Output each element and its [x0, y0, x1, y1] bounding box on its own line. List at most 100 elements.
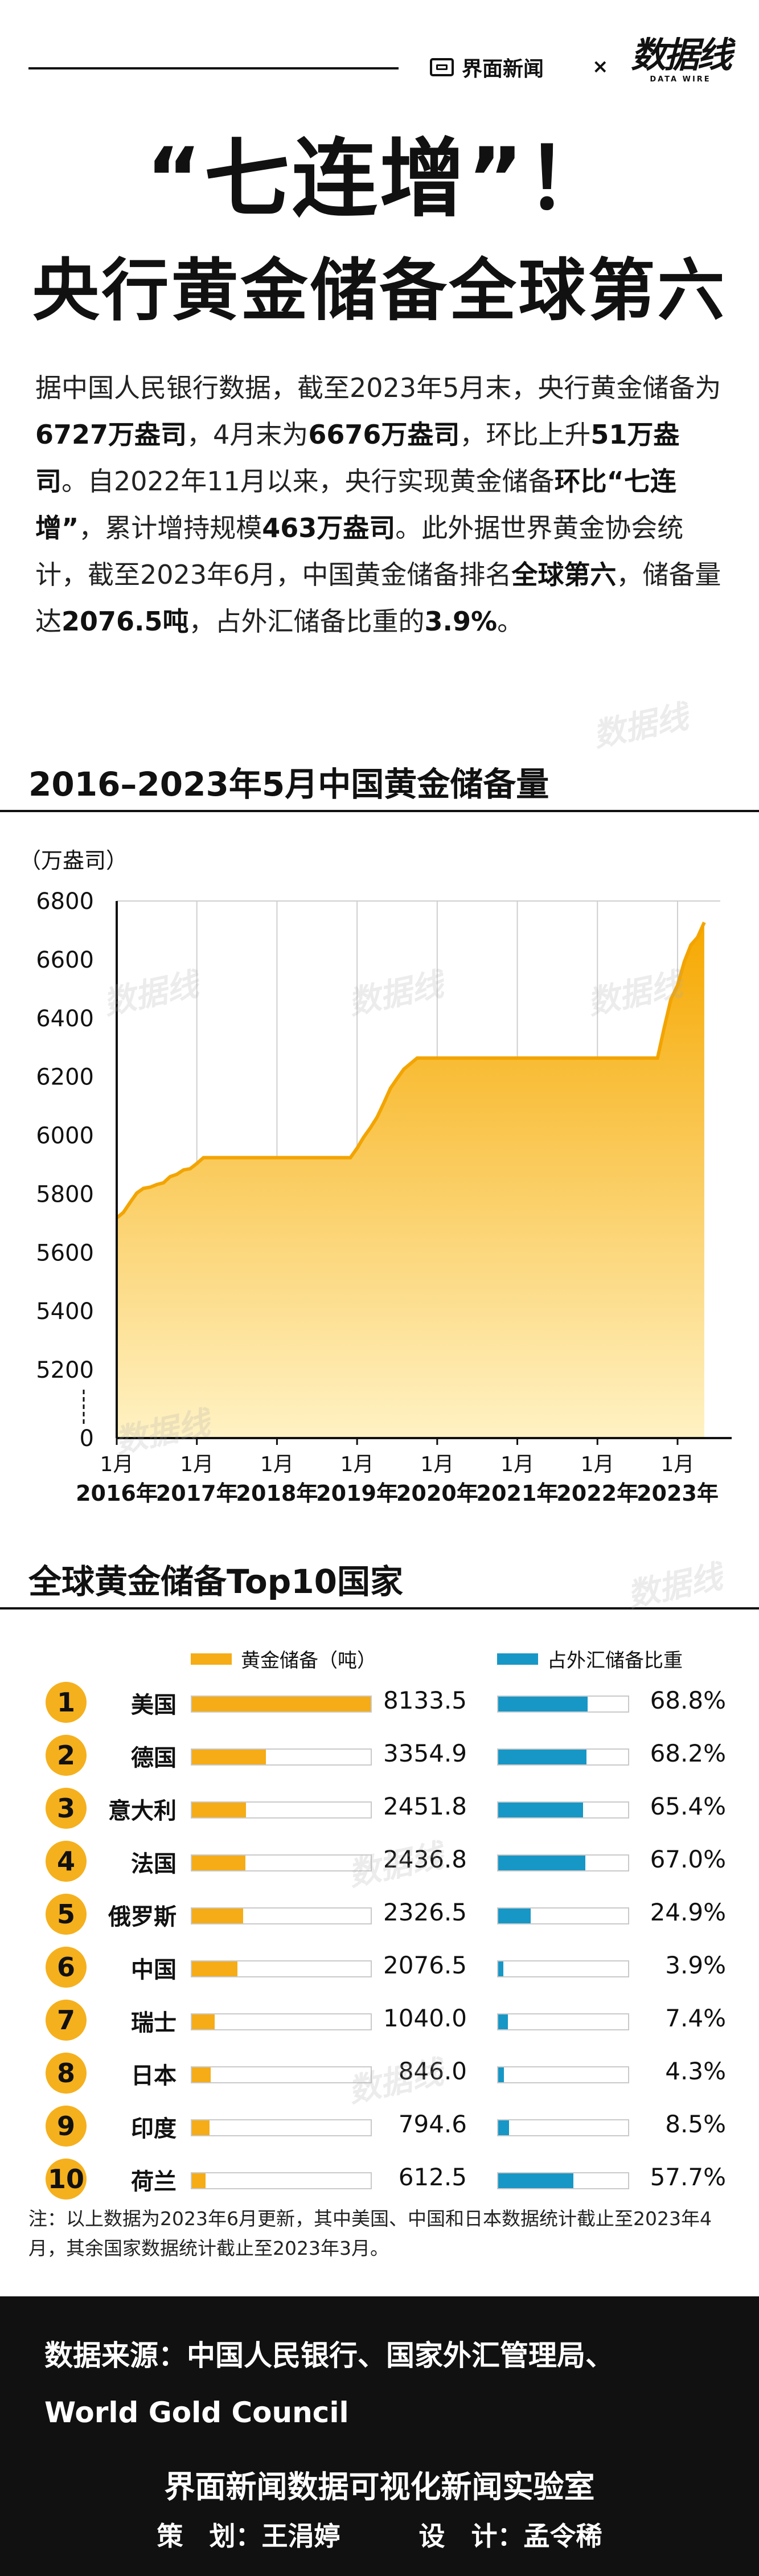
ratio-bar: [498, 1856, 585, 1870]
gold-bar: [192, 2120, 210, 2135]
ratio-bar: [498, 1750, 587, 1764]
intro-text: ，累计增持规模: [79, 513, 262, 543]
table-row: 3 意大利 2451.8 65.4%: [0, 1782, 759, 1836]
intro-highlight: 3.9%: [424, 606, 498, 637]
data-source-line: 数据来源：中国人民银行、国家外汇管理局、: [44, 2339, 614, 2372]
table-row: 6 中国 2076.5 3.9%: [0, 1941, 759, 1995]
y-tick-label: 5800: [36, 1181, 94, 1207]
table-row: 2 德国 3354.9 68.2%: [0, 1729, 759, 1783]
ratio-bar-track: [497, 1801, 629, 1819]
table-row: 1 美国 8133.5 68.8%: [0, 1676, 759, 1730]
brand-logo-en: DATA WIRE: [650, 75, 711, 84]
headline-line2: 央行黄金储备全球第六: [32, 251, 727, 330]
intro-text: ，占外汇储备比重的: [188, 606, 425, 637]
country-name: 印度: [131, 2116, 177, 2142]
ratio-value: 57.7%: [650, 2163, 726, 2191]
gold-bar: [192, 2067, 211, 2082]
y-tick-label: 6200: [36, 1064, 94, 1091]
rank-badge: 5: [46, 1894, 87, 1935]
chart-tick-labels: 6800 6600 6400 6200 6000 5800 5600 5400 5200 0 1月 2…: [36, 888, 719, 1506]
legend-ratio-label: 占外汇储备比重: [547, 1649, 683, 1672]
brand-logo-cn: 数据线: [630, 34, 732, 76]
table-row: 10 荷兰 612.5 57.7%: [0, 2153, 759, 2206]
ratio-bar: [498, 1961, 503, 1976]
legend-gold: 黄金储备（吨）: [191, 1645, 376, 1673]
ratio-value: 3.9%: [665, 1951, 726, 1979]
gold-value: 3354.9: [383, 1739, 467, 1767]
intro-highlight: 2076.5吨: [61, 606, 189, 637]
y-tick-label: 5200: [36, 1357, 94, 1383]
rank-badge: 9: [46, 2106, 87, 2147]
footnote: 注：以上数据为2023年6月更新，其中美国、中国和日本数据统计截止至2023年4…: [28, 2208, 712, 2259]
legend-ratio: 占外汇储备比重: [497, 1645, 683, 1673]
reserve-line: [116, 922, 706, 1219]
x-tick-month-label: 1月: [180, 1453, 214, 1476]
x-tick-month-label: 1月: [340, 1453, 374, 1476]
chart-y-unit-label: （万盎司）: [19, 848, 128, 873]
gold-bar: [192, 2014, 215, 2029]
x-tick-year-label: 2018年: [236, 1481, 318, 1506]
rank-badge: 3: [46, 1788, 87, 1829]
legend-ratio-swatch: [497, 1653, 538, 1665]
intro-highlight: 环比“七连增”: [35, 466, 676, 543]
y-tick-label: 0: [80, 1426, 94, 1452]
rank-badge: 8: [46, 2053, 87, 2094]
ratio-value: 67.0%: [650, 1845, 726, 1873]
x-tick-year-label: 2017年: [156, 1481, 238, 1506]
x-tick-year-label: 2022年: [556, 1481, 638, 1506]
country-name: 日本: [131, 2063, 177, 2089]
x-tick-month-label: 1月: [100, 1453, 134, 1476]
gold-value: 1040.0: [383, 2004, 467, 2032]
intro-text: ，4月末为: [187, 419, 309, 450]
chart-section-title: 2016–2023年5月中国黄金储备量: [28, 765, 549, 804]
country-name: 美国: [131, 1692, 177, 1718]
footer: 数据来源：中国人民银行、国家外汇管理局、 World Gold Council …: [0, 2296, 759, 2576]
x-tick-month-label: 1月: [260, 1453, 294, 1476]
y-tick-label: 5400: [36, 1299, 94, 1325]
gold-bar: [192, 1909, 243, 1923]
ratio-value: 4.3%: [665, 2057, 726, 2085]
rank-badge: 4: [46, 1841, 87, 1882]
intro-text: 。此外据世界黄金协会统计，截至2023年6月，中国黄金储备排名: [35, 513, 684, 590]
brand-logo: 数据线 DATA WIRE: [626, 35, 735, 84]
gold-bar-track: [191, 2119, 372, 2136]
intro-paragraph: 据中国人民银行数据，截至2023年5月末，央行黄金储备为 6727万盎司，4月末为…: [35, 365, 730, 645]
intro-text: 。: [497, 606, 524, 637]
gold-reserve-chart: 6800 6600 6400 6200 6000 5800 5600 5400 5200 0 1月 2…: [36, 888, 732, 1506]
data-source-line: World Gold Council: [44, 2396, 349, 2429]
ratio-bar: [498, 2067, 504, 2082]
gold-bar-track: [191, 1696, 372, 1713]
ratio-value: 8.5%: [665, 2110, 726, 2138]
chart-axes: [83, 901, 732, 1445]
table-row: 4 法国 2436.8 67.0%: [0, 1835, 759, 1889]
x-tick-year-label: 2016年: [76, 1481, 158, 1506]
gold-bar-track: [191, 1748, 372, 1766]
gold-value: 612.5: [398, 2163, 467, 2191]
intro-highlight: 全球第六: [511, 559, 617, 590]
publisher-logo: 界面新闻: [430, 50, 544, 84]
country-name: 荷兰: [131, 2169, 177, 2195]
x-tick-year-label: 2023年: [637, 1481, 719, 1506]
gold-bar: [192, 1697, 371, 1711]
y-tick-label: 6400: [36, 1006, 94, 1032]
table-row: 9 印度 794.6 8.5%: [0, 2100, 759, 2153]
gold-bar-track: [191, 1801, 372, 1819]
watermark: 数据线: [624, 1558, 725, 1615]
table-row: 7 瑞士 1040.0 7.4%: [0, 1994, 759, 2047]
rank-badge: 1: [46, 1682, 87, 1723]
data-source: 数据来源：中国人民银行、国家外汇管理局、 World Gold Council: [44, 2327, 728, 2441]
ratio-bar-track: [497, 1907, 629, 1924]
intro-text: ，储备量达: [35, 559, 721, 637]
y-tick-label: 5600: [36, 1240, 94, 1266]
gold-bar: [192, 1803, 246, 1817]
rank-badge: 2: [46, 1735, 87, 1776]
country-name: 德国: [131, 1745, 177, 1771]
intro-highlight: 463万盎司: [262, 513, 396, 543]
x-tick-month-label: 1月: [581, 1453, 614, 1476]
gold-value: 2451.8: [383, 1792, 467, 1820]
gold-bar: [192, 1961, 238, 1976]
ratio-value: 65.4%: [650, 1792, 726, 1820]
ratio-bar: [498, 2014, 508, 2029]
legend-gold-label: 黄金储备（吨）: [241, 1649, 376, 1672]
section-rule: [0, 1607, 759, 1610]
